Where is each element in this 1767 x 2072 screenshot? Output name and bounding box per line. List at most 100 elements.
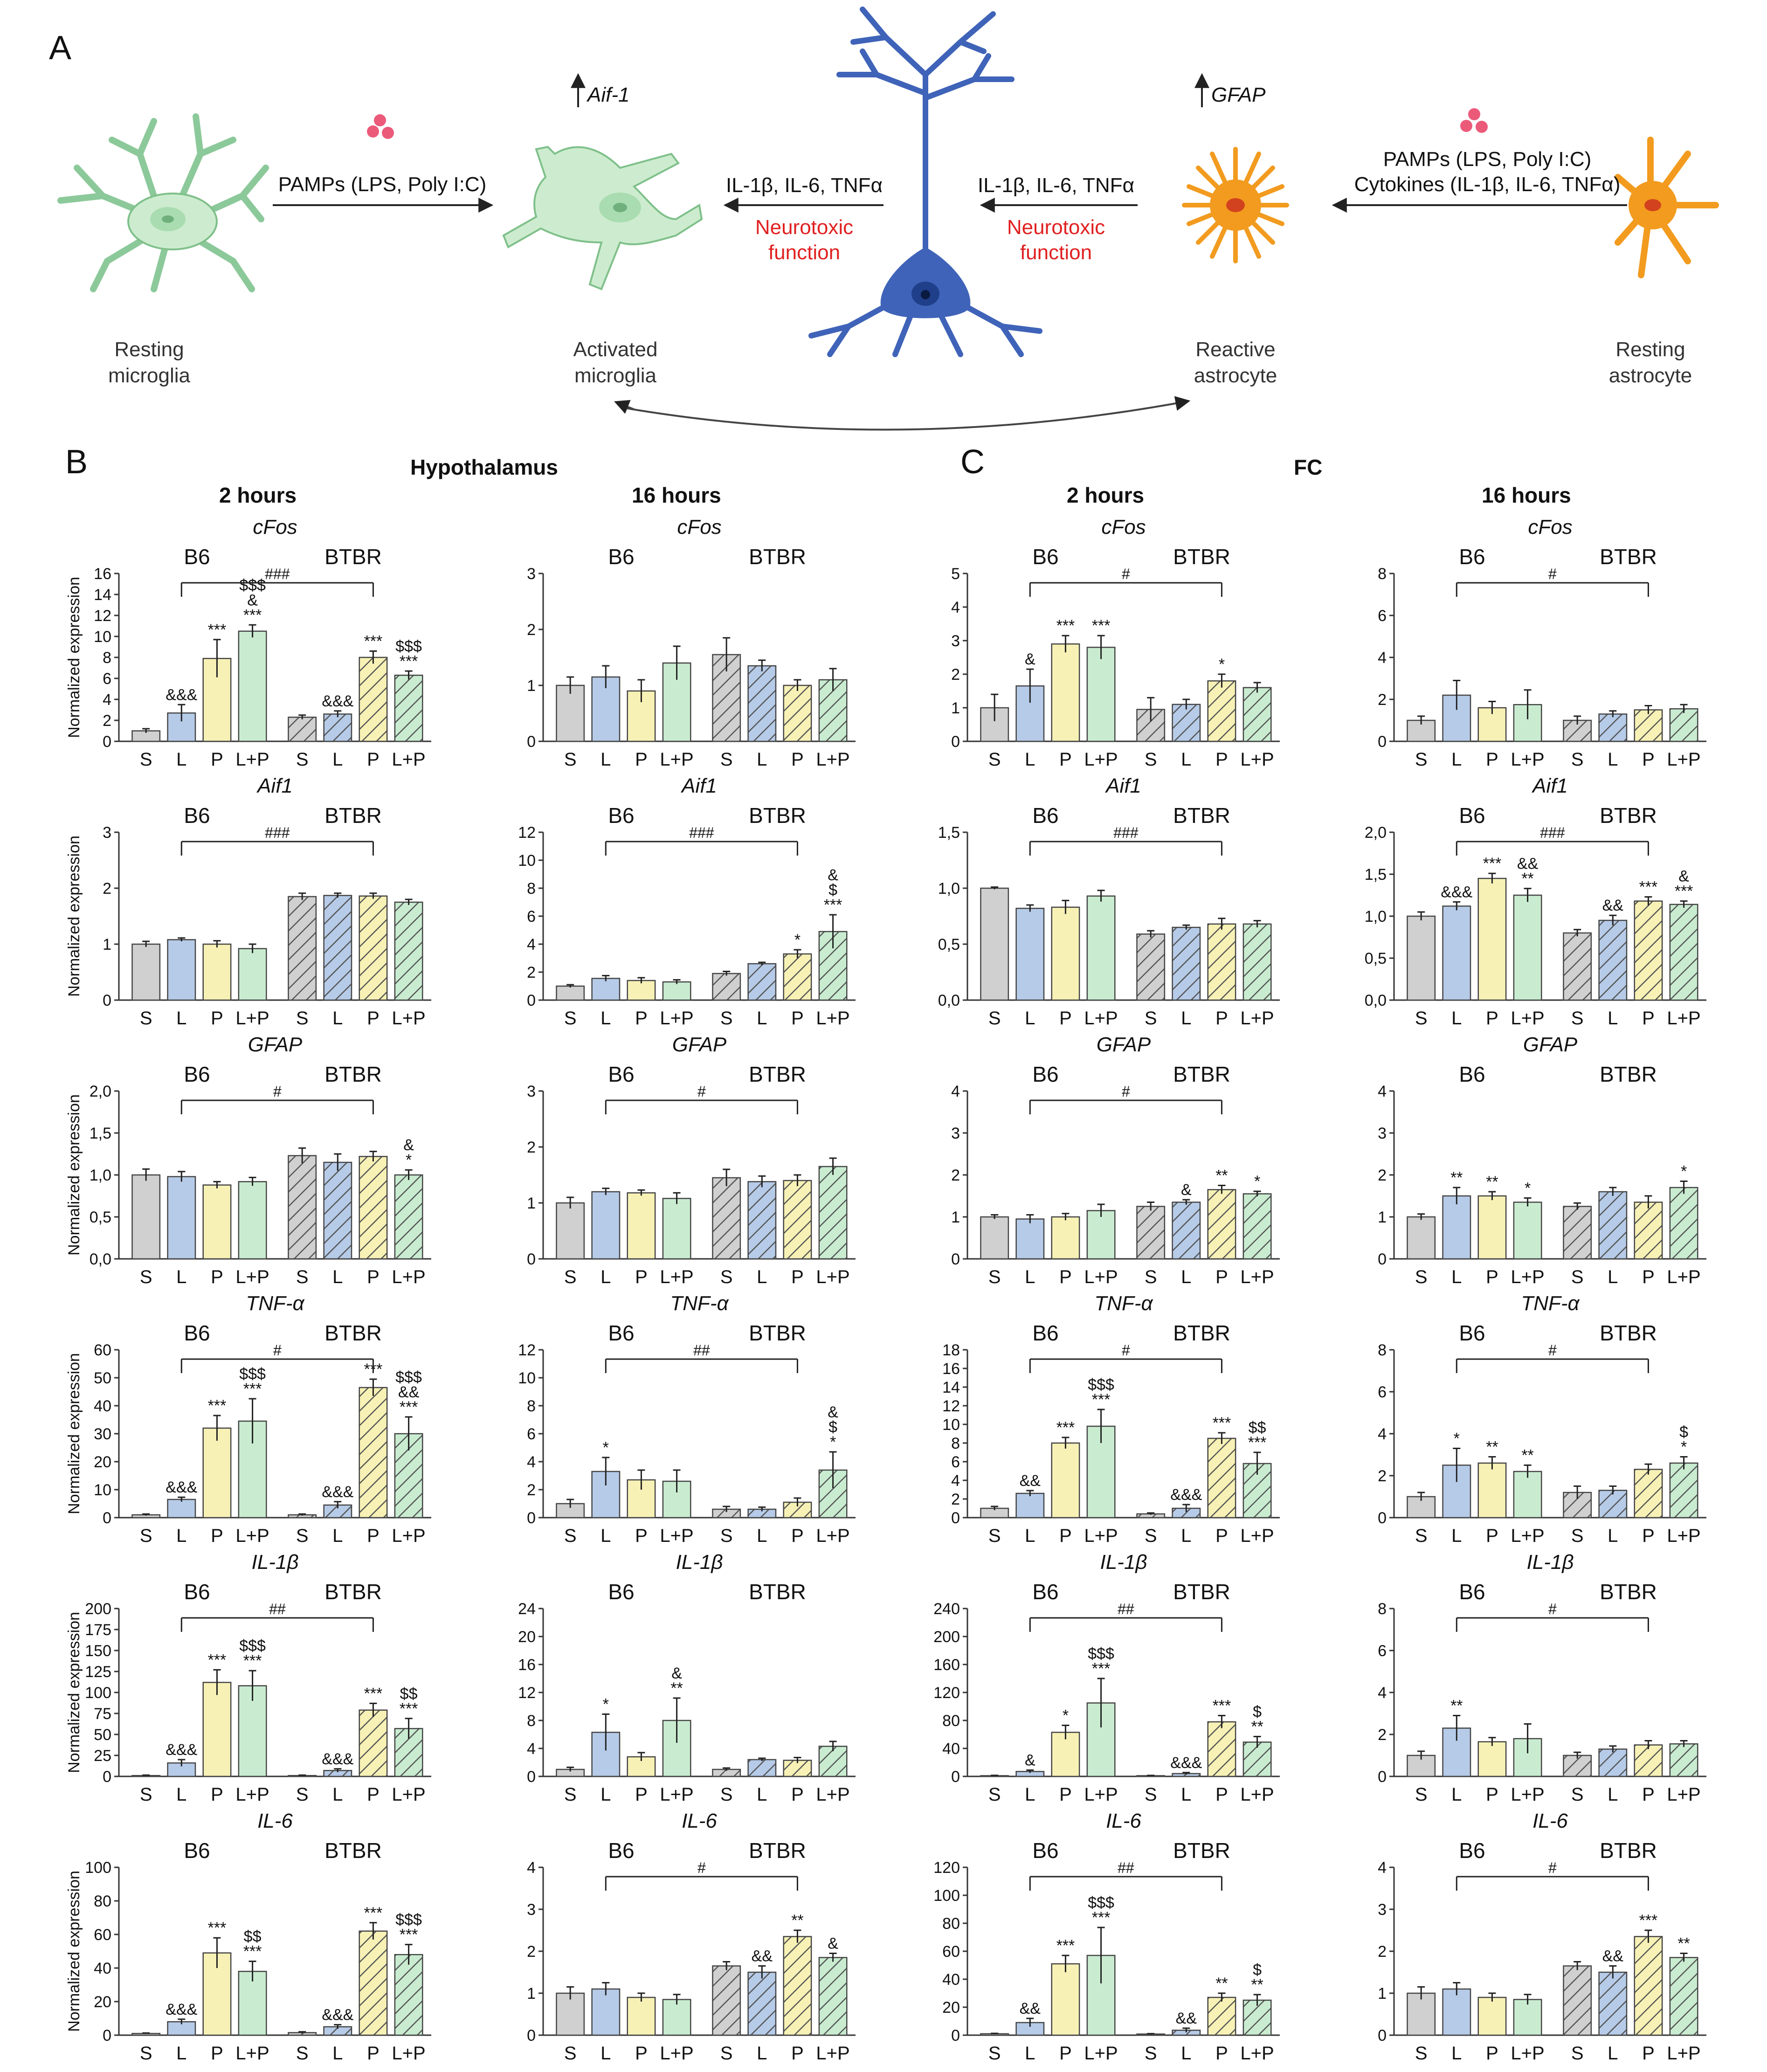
x-tick-label: S bbox=[988, 749, 1001, 770]
neuron-icon bbox=[808, 7, 1042, 357]
y-tick-label: 1,5 bbox=[1365, 866, 1387, 884]
y-tick-label: 0,5 bbox=[90, 1209, 111, 1226]
y-tick-label: 0 bbox=[103, 992, 111, 1009]
x-tick-label: L bbox=[1025, 1526, 1035, 1546]
y-tick-label: 4 bbox=[1378, 1425, 1387, 1443]
x-tick-label: L+P bbox=[392, 1267, 425, 1287]
significance-mark: ** bbox=[1677, 1935, 1690, 1953]
x-tick-label: S bbox=[988, 1008, 1001, 1029]
x-tick-label: P bbox=[1059, 2043, 1072, 2064]
x-tick-label: L bbox=[176, 1784, 186, 1805]
y-tick-label: 0 bbox=[103, 1509, 111, 1527]
significance-mark: $$$ bbox=[395, 637, 422, 655]
significance-mark: $$ bbox=[400, 1685, 418, 1703]
x-tick-label: L bbox=[1181, 1784, 1191, 1805]
x-tick-label: L+P bbox=[1240, 1008, 1274, 1029]
x-tick-label: L bbox=[1608, 749, 1618, 770]
significance-mark: $ bbox=[1253, 1703, 1262, 1721]
bar-lpp-btbr bbox=[1669, 1957, 1698, 2036]
y-tick-label: 0,5 bbox=[938, 936, 960, 953]
group-label-b6: B6 bbox=[184, 803, 210, 828]
bar-lpp-btbr bbox=[394, 901, 423, 1001]
significance-mark: && bbox=[1602, 897, 1624, 914]
x-tick-label: S bbox=[1145, 2043, 1157, 2064]
x-tick-label: S bbox=[1145, 1267, 1157, 1287]
bar-s-btbr bbox=[288, 896, 317, 1001]
x-tick-label: L bbox=[757, 749, 767, 770]
bar-l-b6 bbox=[591, 978, 621, 1001]
y-tick-label: 120 bbox=[933, 1684, 960, 1702]
strain-significance: ### bbox=[1113, 824, 1139, 841]
x-tick-label: L bbox=[1025, 1008, 1035, 1029]
x-tick-label: L bbox=[176, 2043, 186, 2064]
x-tick-label: P bbox=[1642, 1267, 1655, 1287]
x-tick-label: L+P bbox=[1667, 2043, 1700, 2064]
chart-gene-title: GFAP bbox=[672, 1033, 727, 1056]
x-tick-label: S bbox=[296, 2043, 309, 2064]
bar-lpp-b6 bbox=[238, 630, 267, 742]
significance-mark: ** bbox=[1450, 1697, 1463, 1715]
x-tick-label: S bbox=[988, 1784, 1001, 1805]
bar-s-b6 bbox=[1407, 1216, 1436, 1260]
y-tick-label: 0 bbox=[951, 1250, 960, 1268]
y-tick-label: 2 bbox=[951, 666, 960, 684]
x-tick-label: L+P bbox=[235, 2043, 269, 2064]
significance-mark: ** bbox=[1215, 1167, 1228, 1185]
x-tick-label: L+P bbox=[1511, 1526, 1544, 1546]
x-tick-label: S bbox=[140, 1526, 152, 1546]
bar-s-btbr bbox=[288, 1155, 317, 1260]
x-tick-label: S bbox=[1571, 749, 1584, 770]
x-tick-label: L+P bbox=[1511, 1267, 1544, 1287]
bar-p-b6 bbox=[1051, 643, 1080, 742]
x-tick-label: L+P bbox=[816, 2043, 849, 2064]
x-tick-label: P bbox=[211, 1008, 223, 1029]
significance-mark: && bbox=[752, 1948, 773, 1965]
bar-lpp-btbr bbox=[818, 679, 848, 742]
strain-significance: # bbox=[697, 1859, 706, 1876]
significance-mark: & bbox=[1181, 1181, 1192, 1199]
x-tick-label: P bbox=[367, 1784, 380, 1805]
significance-mark: && bbox=[1602, 1948, 1624, 1965]
bar-p-btbr bbox=[1634, 1744, 1663, 1777]
significance-mark: *** bbox=[1483, 855, 1502, 872]
bar-lpp-b6 bbox=[1086, 647, 1116, 742]
panel-a: A bbox=[0, 0, 1767, 434]
significance-mark: *** bbox=[824, 896, 842, 914]
significance-mark: &&& bbox=[322, 1483, 353, 1501]
y-tick-label: 6 bbox=[951, 1453, 960, 1471]
x-tick-label: L+P bbox=[392, 1784, 425, 1805]
y-tick-label: 1,5 bbox=[938, 824, 960, 842]
significance-mark: &&& bbox=[166, 1741, 197, 1759]
x-tick-label: L+P bbox=[660, 2043, 693, 2064]
chart-gene-title: IL-1β bbox=[1527, 1551, 1574, 1574]
significance-mark: * bbox=[1254, 1173, 1260, 1190]
strain-significance: ### bbox=[265, 824, 290, 841]
y-tick-label: 3 bbox=[951, 1125, 960, 1142]
bar-lpp-btbr bbox=[818, 1957, 848, 2036]
group-label-b6: B6 bbox=[184, 1062, 210, 1086]
significance-mark: * bbox=[794, 931, 801, 949]
group-label-b6: B6 bbox=[184, 1838, 210, 1863]
x-tick-label: P bbox=[1642, 1008, 1655, 1029]
bar-s-btbr bbox=[288, 717, 317, 742]
bar-s-b6 bbox=[1407, 915, 1436, 1001]
significance-mark: *** bbox=[208, 1397, 227, 1415]
x-tick-label: S bbox=[1415, 1267, 1428, 1287]
bar-p-btbr bbox=[359, 656, 388, 742]
chart-cfos-hyp-16h: cFos B6 BTBR 0 1 2 3 S L P L+P S L P L+P bbox=[527, 516, 856, 770]
y-tick-label: 20 bbox=[94, 1993, 111, 2011]
chart-gene-title: Aif1 bbox=[256, 774, 293, 797]
strain-significance: ### bbox=[1540, 824, 1565, 841]
y-tick-label: 6 bbox=[527, 1425, 536, 1443]
significance-mark: *** bbox=[243, 1652, 262, 1670]
group-label-b6: B6 bbox=[1032, 1321, 1058, 1345]
x-tick-label: L bbox=[332, 1784, 343, 1805]
x-tick-label: P bbox=[1215, 1526, 1228, 1546]
group-label-b6: B6 bbox=[1032, 1062, 1058, 1086]
y-tick-label: 1,0 bbox=[90, 1167, 111, 1184]
x-tick-label: L+P bbox=[1667, 1526, 1700, 1546]
resting-astrocyte-label-1: Resting bbox=[1615, 338, 1685, 361]
